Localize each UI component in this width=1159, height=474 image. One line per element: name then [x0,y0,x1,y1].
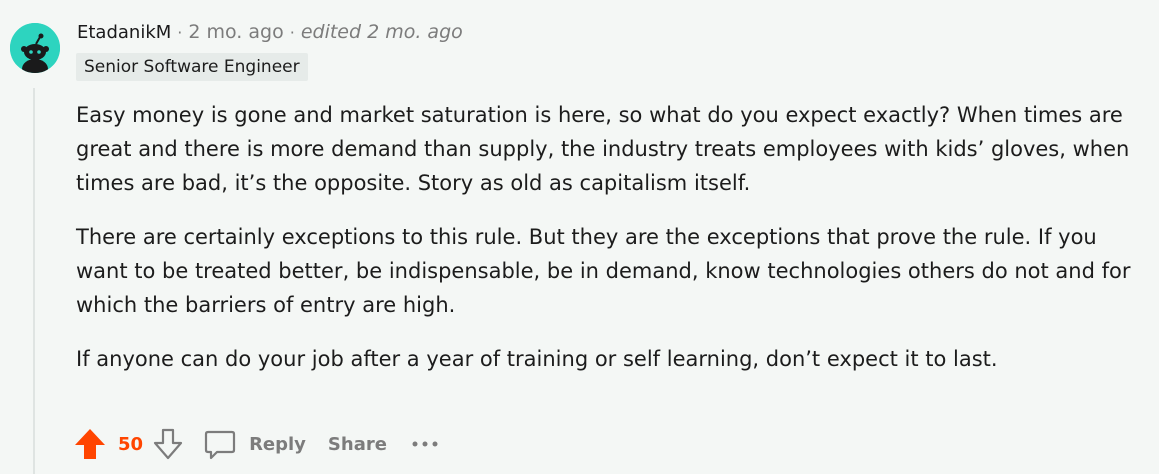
comment-body: Easy money is gone and market saturation… [76,98,1146,396]
vote-score: 50 [118,433,144,455]
comment-header: EtadanikM · 2 mo. ago · edited 2 mo. ago [77,19,463,45]
comment-paragraph: Easy money is gone and market saturation… [76,103,1130,195]
comment-action-bar: 50 Reply Share [72,424,439,464]
upvote-button[interactable] [72,426,108,462]
meta-separator: · [177,22,183,42]
comment-paragraph: If anyone can do your job after a year o… [76,347,998,371]
share-button[interactable]: Share [328,434,387,455]
downvote-arrow-icon [153,428,183,460]
author-username[interactable]: EtadanikM [77,21,172,43]
comment-age[interactable]: 2 mo. ago [188,21,284,43]
comment-paragraph: There are certainly exceptions to this r… [76,225,1131,317]
avatar[interactable] [10,23,60,73]
thread-line[interactable] [33,88,35,474]
downvote-button[interactable] [151,426,185,462]
user-flair: Senior Software Engineer [76,53,308,81]
meta-separator-2: · [289,22,295,42]
more-options-icon [412,441,438,447]
edited-indicator: edited 2 mo. ago [300,21,463,43]
share-label: Share [327,433,387,455]
avatar-snoo-icon [10,23,60,73]
more-options-button[interactable] [411,439,439,449]
reply-label: Reply [249,433,306,455]
comment-bubble-icon [204,430,236,460]
upvote-arrow-icon [75,429,105,459]
reply-button[interactable]: Reply [203,427,306,461]
